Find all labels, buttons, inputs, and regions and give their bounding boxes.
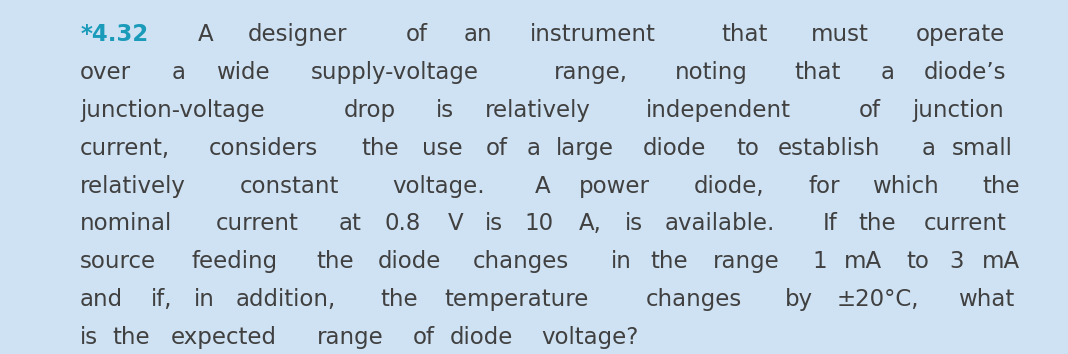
Text: ±20°C,: ±20°C,	[836, 288, 918, 311]
Text: range: range	[317, 326, 383, 349]
Text: wide: wide	[216, 61, 269, 84]
Text: A,: A,	[579, 212, 601, 235]
Text: use: use	[422, 137, 462, 160]
Text: of: of	[406, 23, 427, 46]
Text: the: the	[316, 250, 354, 273]
Text: independent: independent	[646, 99, 791, 122]
Text: voltage?: voltage?	[541, 326, 639, 349]
Text: V: V	[449, 212, 464, 235]
Text: junction-voltage: junction-voltage	[80, 99, 265, 122]
Text: that: that	[795, 61, 841, 84]
Text: in: in	[193, 288, 215, 311]
Text: current: current	[924, 212, 1006, 235]
Text: designer: designer	[248, 23, 347, 46]
Text: current: current	[216, 212, 298, 235]
Text: by: by	[785, 288, 813, 311]
Text: to: to	[907, 250, 929, 273]
Text: and: and	[80, 288, 123, 311]
Text: temperature: temperature	[444, 288, 588, 311]
Text: a: a	[880, 61, 894, 84]
Text: diode: diode	[378, 250, 441, 273]
Text: range,: range,	[553, 61, 627, 84]
Text: drop: drop	[344, 99, 395, 122]
Text: noting: noting	[675, 61, 748, 84]
Text: operate: operate	[915, 23, 1005, 46]
Text: an: an	[464, 23, 492, 46]
Text: diode’s: diode’s	[924, 61, 1007, 84]
Text: of: of	[859, 99, 881, 122]
Text: available.: available.	[664, 212, 774, 235]
Text: range: range	[712, 250, 780, 273]
Text: a: a	[922, 137, 937, 160]
Text: which: which	[873, 175, 939, 198]
Text: A: A	[535, 175, 551, 198]
Text: expected: expected	[171, 326, 277, 349]
Text: changes: changes	[646, 288, 742, 311]
Text: the: the	[650, 250, 688, 273]
Text: relatively: relatively	[80, 175, 186, 198]
Text: 10: 10	[524, 212, 554, 235]
Text: if,: if,	[151, 288, 172, 311]
Text: at: at	[339, 212, 362, 235]
Text: supply-voltage: supply-voltage	[311, 61, 478, 84]
Text: source: source	[80, 250, 156, 273]
Text: to: to	[737, 137, 759, 160]
Text: junction: junction	[912, 99, 1004, 122]
Text: the: the	[361, 137, 398, 160]
Text: considers: considers	[208, 137, 317, 160]
Text: must: must	[812, 23, 869, 46]
Text: mA: mA	[981, 250, 1020, 273]
Text: 1: 1	[812, 250, 827, 273]
Text: *4.32: *4.32	[80, 23, 148, 46]
Text: establish: establish	[778, 137, 880, 160]
Text: a: a	[172, 61, 186, 84]
Text: for: for	[808, 175, 839, 198]
Text: the: the	[859, 212, 896, 235]
Text: of: of	[412, 326, 435, 349]
Text: of: of	[486, 137, 508, 160]
Text: If: If	[823, 212, 838, 235]
Text: is: is	[485, 212, 503, 235]
Text: changes: changes	[473, 250, 569, 273]
Text: 3: 3	[949, 250, 964, 273]
Text: the: the	[380, 288, 418, 311]
Text: is: is	[625, 212, 643, 235]
Text: nominal: nominal	[80, 212, 172, 235]
Text: the: the	[983, 175, 1020, 198]
Text: diode: diode	[450, 326, 514, 349]
Text: current,: current,	[80, 137, 170, 160]
Text: diode,: diode,	[694, 175, 765, 198]
Text: large: large	[556, 137, 614, 160]
Text: voltage.: voltage.	[392, 175, 485, 198]
Text: is: is	[80, 326, 98, 349]
Text: constant: constant	[240, 175, 340, 198]
Text: feeding: feeding	[191, 250, 278, 273]
Text: addition,: addition,	[236, 288, 336, 311]
Text: power: power	[579, 175, 649, 198]
Text: in: in	[611, 250, 631, 273]
Text: a: a	[527, 137, 540, 160]
Text: what: what	[958, 288, 1015, 311]
Text: A: A	[198, 23, 214, 46]
Text: is: is	[436, 99, 454, 122]
Text: diode: diode	[643, 137, 706, 160]
Text: instrument: instrument	[530, 23, 656, 46]
Text: small: small	[952, 137, 1012, 160]
Text: 0.8: 0.8	[384, 212, 421, 235]
Text: mA: mA	[844, 250, 882, 273]
Text: that: that	[722, 23, 768, 46]
Text: the: the	[113, 326, 151, 349]
Text: relatively: relatively	[485, 99, 591, 122]
Text: over: over	[80, 61, 131, 84]
